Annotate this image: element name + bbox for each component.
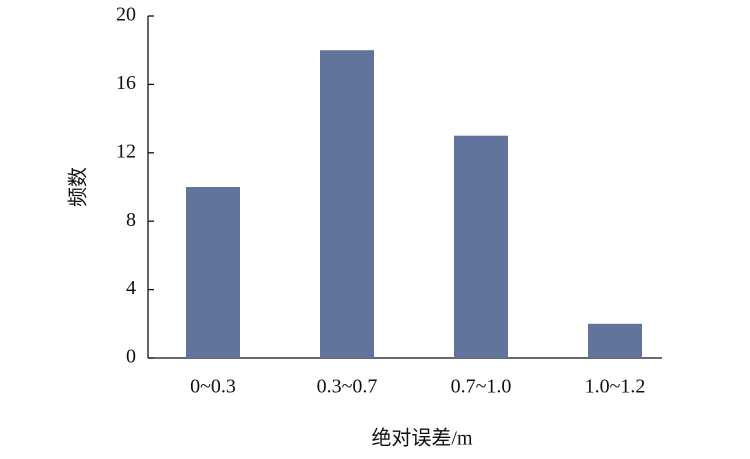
x-tick-label: 0.3~0.7 bbox=[317, 376, 378, 398]
y-tick-label: 8 bbox=[126, 209, 136, 231]
y-tick-label: 4 bbox=[126, 277, 136, 299]
x-tick-label: 1.0~1.2 bbox=[585, 376, 646, 398]
bar bbox=[186, 187, 240, 358]
y-tick-label: 0 bbox=[126, 346, 136, 368]
bar bbox=[320, 50, 374, 358]
bar bbox=[588, 323, 642, 358]
y-axis-label: 频数 bbox=[67, 167, 90, 207]
y-tick-label: 12 bbox=[116, 140, 136, 162]
x-tick-label: 0~0.3 bbox=[190, 376, 236, 398]
x-tick-label: 0.7~1.0 bbox=[451, 376, 512, 398]
y-tick-label: 16 bbox=[116, 72, 136, 94]
y-tick-label: 20 bbox=[116, 4, 136, 26]
x-axis-label: 绝对误差/m bbox=[371, 427, 473, 450]
bar bbox=[454, 135, 508, 358]
